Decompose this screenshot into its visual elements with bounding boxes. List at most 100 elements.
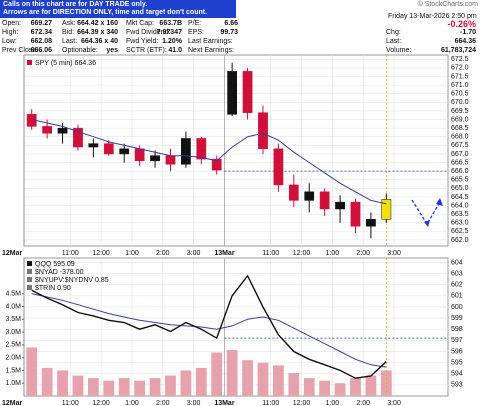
y-tick-label: 667.5 [451,142,469,149]
quote-value: yes [106,47,118,54]
volume-bar [72,375,84,396]
x-tick-label: 1:00 [326,400,340,406]
quote-label: Mkt Cap: [126,20,155,27]
y-tick-label: 1.5M [5,367,21,374]
x-tick-label: 2:00 [356,400,370,406]
candle-body [258,112,268,150]
y-tick-label: 665.0 [451,185,469,192]
volume-bar [87,378,99,396]
quote-label: P/E: [188,20,202,27]
y-tick-label: 672.0 [451,65,469,72]
quote-value: 666.06 [30,47,52,54]
x-tick-label: 2:00 [356,250,370,257]
candle-body [288,184,299,201]
x-tick-label: 3:00 [387,250,401,257]
candle-body [304,191,315,201]
x-tick-label: 2:00 [156,400,170,406]
quote-value: 1.20% [162,38,182,45]
y-tick-label: 672.5 [451,56,469,63]
candle-body [73,127,83,148]
volume-bar [288,373,300,396]
quote-value: 664.42 x 160 [77,20,118,27]
quote-label: Fwd Yield: [126,38,159,45]
candle-body [57,127,68,134]
candle-body [366,219,376,227]
y-tick-label: 594 [451,371,463,378]
notice: Arrows are for DIRECTION ONLY, time and … [3,9,208,16]
summary-label: Volume: [386,47,412,54]
volume-bar [319,380,331,396]
x-tick-label: 13Mar [214,400,235,406]
legend: SPY (5 min) 664.36 [35,60,96,67]
volume-bar [118,378,130,396]
volume-bar [273,365,284,396]
y-tick-label: 599 [451,315,463,322]
y-tick-label: 663.0 [451,220,469,227]
volume-bar [242,360,253,396]
summary-value: 664.36 [454,38,476,45]
candle-body [150,155,160,162]
y-tick-label: 595 [451,359,463,366]
x-tick-label: 11:00 [262,250,279,257]
quote-value: 663.7B [159,20,182,27]
candle-body [211,158,222,171]
quote-value: 41.0 [168,47,182,54]
candle-body [381,199,392,220]
legend: QQQ 595.09 [35,261,75,268]
x-tick-label: 3:00 [187,400,201,406]
quote-label: Low: [2,38,17,45]
quote-label: Ask: [62,20,76,27]
legend-swatch [27,269,32,274]
ma-line [31,293,387,368]
summary-value: -1.70 [460,29,476,36]
candle-body [134,148,145,162]
quote-value: 662.08 [30,38,52,45]
candle-body [350,201,361,227]
legend-swatch [27,285,32,290]
legend-swatch [27,60,32,65]
y-tick-label: 602 [451,282,463,289]
quote-value: 664.39 x 340 [77,29,118,36]
y-tick-label: 2.5M [5,342,21,349]
y-tick-label: 603 [451,270,463,277]
volume-bar [103,380,115,396]
candle-body [319,191,330,210]
y-tick-label: 668.0 [451,134,469,141]
y-tick-label: 600 [451,304,463,311]
candle-body [165,155,176,165]
y-tick-label: 663.5 [451,211,469,218]
y-tick-label: 669.0 [451,116,469,123]
y-tick-label: 662.5 [451,228,469,235]
y-tick-label: 597 [451,337,463,344]
x-tick-label: 11:00 [62,250,79,257]
y-tick-label: 4.5M [5,291,21,298]
candle-body [227,71,238,115]
candle-body [42,126,53,134]
quote-label: Last Earnings: [188,38,233,45]
legend: $NYUPV:$NYDNV 0.85 [35,277,109,284]
y-tick-label: 4.0M [5,303,21,310]
x-tick-label: 3:00 [387,400,401,406]
candle-body [196,138,207,160]
summary-label: Last: [386,38,402,45]
y-tick-label: 670.0 [451,99,469,106]
candle-body [273,148,284,186]
volume-bar [350,378,361,396]
y-tick-label: 662.0 [451,237,469,244]
y-tick-label: 667.0 [451,151,469,158]
y-tick-label: 593 [451,382,463,389]
candle-body [119,148,130,155]
candle-body [181,138,191,165]
y-tick-label: 3.5M [5,316,21,323]
x-tick-label: 11:00 [262,400,279,406]
y-tick-label: 664.0 [451,202,469,209]
legend-swatch [27,277,32,282]
quote-label: Fwd Dividend: [126,29,171,36]
quote-label: High: [2,29,19,36]
quote-label: Last: [62,38,78,45]
y-tick-label: 3.0M [5,329,21,336]
y-tick-label: 666.5 [451,159,469,166]
quote-value: 99.73 [220,29,238,36]
quote-label: Optionable: [62,47,98,54]
